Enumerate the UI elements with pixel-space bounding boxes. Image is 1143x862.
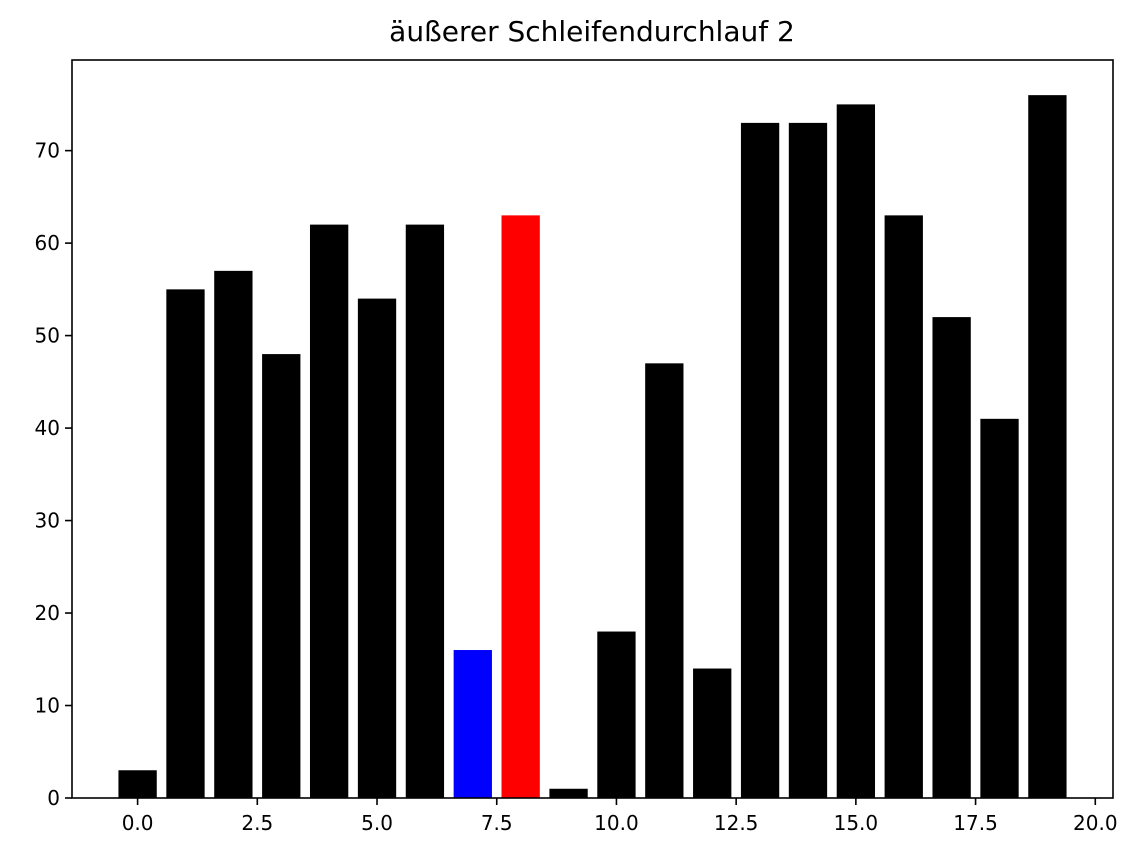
y-tick-label: 50: [35, 324, 60, 348]
x-tick-label: 17.5: [953, 811, 998, 835]
x-tick-label: 15.0: [834, 811, 879, 835]
bar-18: [980, 418, 1019, 798]
x-tick-label: 12.5: [714, 811, 759, 835]
bar-5: [357, 298, 397, 798]
bar-11: [645, 363, 684, 798]
x-tick-label: 20.0: [1073, 811, 1118, 835]
bar-13: [740, 122, 780, 799]
y-tick-label: 70: [35, 139, 60, 163]
bar-6: [405, 224, 445, 798]
x-tick-label: 2.5: [241, 811, 273, 835]
bar-9: [549, 788, 588, 798]
x-tick-label: 5.0: [361, 811, 393, 835]
bar-4: [309, 224, 349, 798]
bar-16: [884, 215, 923, 799]
bars-group: [118, 95, 1067, 799]
chart-title: äußerer Schleifendurchlauf 2: [389, 15, 795, 48]
x-tick-label: 0.0: [122, 811, 154, 835]
bar-2: [214, 270, 253, 798]
x-axis-ticks: 0.0 2.5 5.0 7.5 10.0 12.5 15.0 17.5 20.0: [122, 798, 1118, 835]
bar-10: [597, 631, 636, 798]
bar-14: [788, 122, 828, 799]
y-axis-ticks: 0 10 20 30 40 50 60 70: [35, 139, 72, 810]
bar-7: [453, 650, 492, 798]
x-tick-label: 7.5: [481, 811, 513, 835]
y-tick-label: 40: [35, 416, 60, 440]
bar-1: [166, 289, 205, 798]
x-tick-label: 10.0: [594, 811, 639, 835]
plot-frame: [71, 59, 1114, 799]
bar-19: [1028, 95, 1067, 798]
y-tick-label: 20: [35, 601, 60, 625]
bar-3: [262, 354, 301, 798]
y-tick-label: 0: [47, 786, 60, 810]
y-tick-label: 10: [35, 694, 60, 718]
y-tick-label: 30: [35, 509, 60, 533]
bar-12: [693, 668, 732, 798]
bar-15: [836, 104, 876, 798]
bar-0: [118, 770, 157, 798]
bar-8: [501, 215, 540, 799]
bar-17: [932, 317, 971, 798]
y-tick-label: 60: [35, 231, 60, 255]
